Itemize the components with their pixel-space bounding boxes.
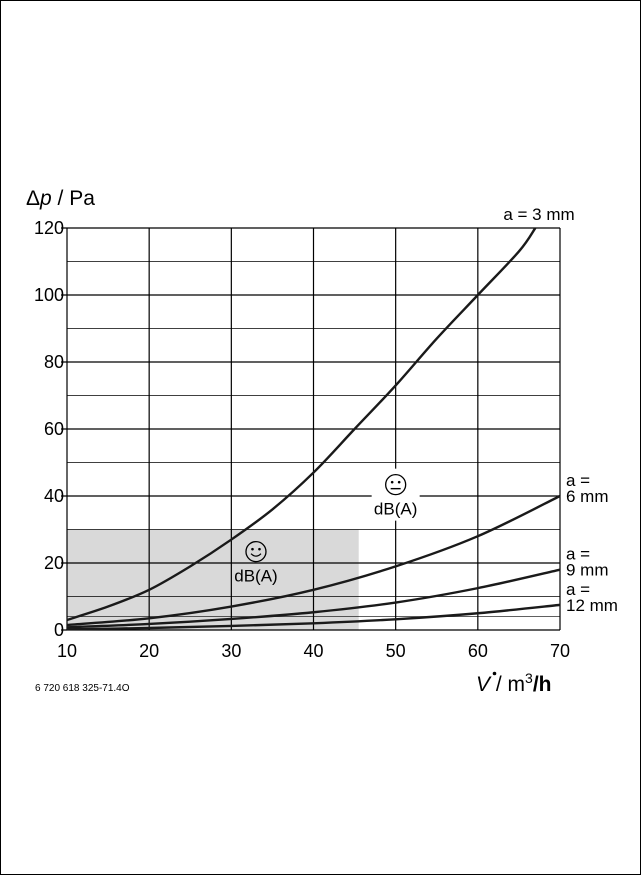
x-axis-unit-superscript: 3 [525,670,533,686]
x-tick-label: 40 [303,641,323,661]
annotation-label: dB(A) [234,567,277,586]
y-tick-label: 20 [44,553,64,573]
series-label: a = 3 mm [503,205,574,224]
series-label: 12 mm [566,596,618,615]
y-tick-label: 120 [34,218,64,238]
annotation-label: dB(A) [374,500,417,519]
series-label: a = [566,471,590,490]
flow-rate-dot-icon [492,671,497,676]
x-axis-unit: / m [490,673,525,696]
x-axis-label: V / m3/h [476,670,551,696]
face-eye-icon [390,480,394,484]
x-tick-label: 30 [221,641,241,661]
y-tick-label: 80 [44,352,64,372]
x-axis-unit-rest: /h [533,673,552,696]
series-label: a = [566,545,590,564]
y-tick-label: 0 [54,620,64,640]
x-axis-symbol: V [476,673,492,696]
y-tick-label: 100 [34,285,64,305]
y-tick-label: 40 [44,486,64,506]
curve-a12mm [66,603,561,631]
series-label: 6 mm [566,487,609,506]
x-tick-label: 70 [550,641,570,661]
x-tick-label: 60 [468,641,488,661]
y-axis-label: Δp / Pa [26,187,95,210]
curve-a3mm [66,227,537,622]
figure-code: 6 720 618 325-71.4O [35,683,130,694]
quiet-zone-shading [67,529,359,630]
face-eye-icon [397,480,401,484]
y-axis-variable: p [39,187,52,210]
face-mouth-icon [250,553,262,557]
y-tick-label: 60 [44,419,64,439]
x-tick-label: 10 [57,641,77,661]
face-eye-icon [251,547,254,551]
y-axis-symbol: Δ [26,187,40,210]
series-label: a = [566,580,590,599]
y-axis-unit: / Pa [52,187,96,210]
curve-a9mm [66,568,561,629]
smiling-face-icon [245,541,267,563]
x-tick-label: 50 [386,641,406,661]
x-tick-label: 20 [139,641,159,661]
face-eye-icon [258,547,261,551]
neutral-face-icon [385,473,407,496]
series-label: 9 mm [566,561,609,580]
curve-a6mm [66,494,561,627]
